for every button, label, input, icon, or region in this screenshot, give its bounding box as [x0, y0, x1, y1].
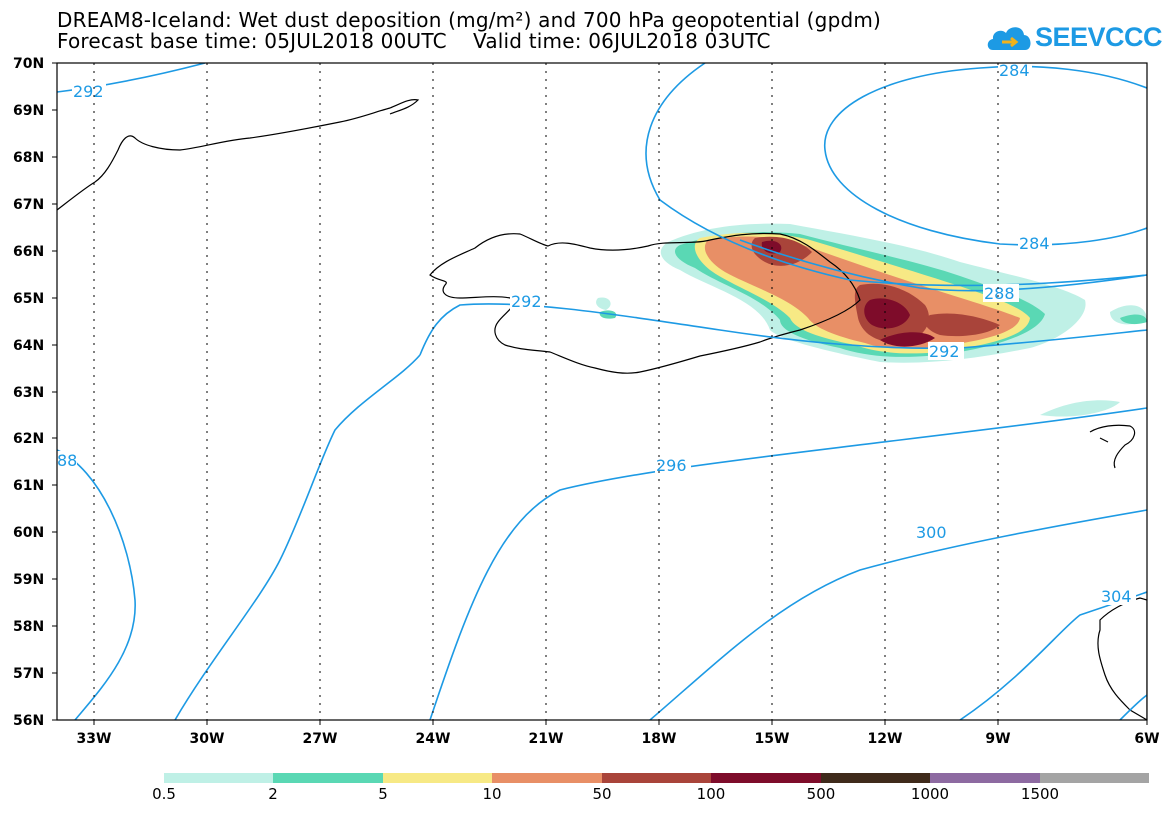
- lon-label: 21W: [529, 731, 564, 747]
- lon-label: 9W: [985, 731, 1010, 747]
- longitude-axis: 33W 30W 27W 24W 21W 18W 15W 12W 9W 6W: [77, 720, 1160, 747]
- colorbar-swatch: [273, 773, 383, 783]
- lon-label: 33W: [77, 731, 112, 747]
- lat-label: 61N: [13, 478, 44, 494]
- greenland-coastline: [57, 99, 420, 211]
- graticule: [93, 63, 999, 720]
- colorbar-label: 2: [268, 785, 278, 803]
- contour-label: 284: [999, 61, 1030, 80]
- lat-label: 58N: [13, 619, 44, 635]
- colorbar-label: 10: [482, 785, 502, 803]
- contour-label: 296: [656, 456, 687, 475]
- lat-label: 67N: [13, 197, 44, 213]
- lon-label: 12W: [868, 731, 903, 747]
- colorbar-label: 500: [806, 785, 836, 803]
- contour-label: 292: [73, 82, 104, 101]
- colorbar-swatch: [930, 773, 1040, 783]
- colorbar-swatch: [1040, 773, 1149, 783]
- lat-label: 70N: [13, 56, 44, 72]
- colorbar-label: 1000: [910, 785, 950, 803]
- lat-label: 69N: [13, 103, 44, 119]
- contour-label: 304: [1101, 587, 1132, 606]
- contour-292-mid: [419, 303, 1147, 356]
- lat-label: 64N: [13, 338, 44, 354]
- dust-deposition-shading: [596, 223, 1147, 417]
- contour-292-north: [57, 63, 206, 93]
- contour-label: 288: [984, 284, 1015, 303]
- colorbar-swatch: [164, 773, 273, 783]
- contour-288-west: [57, 449, 136, 720]
- lat-label: 68N: [13, 150, 44, 166]
- colorbar-label: 5: [378, 785, 388, 803]
- contour-300: [649, 509, 1147, 720]
- lat-label: 65N: [13, 291, 44, 307]
- colorbar-swatch: [711, 773, 821, 783]
- lon-label: 27W: [303, 731, 338, 747]
- latitude-axis: 70N 69N 68N 67N 66N 65N 64N 63N 62N 61N …: [13, 56, 57, 729]
- lat-label: 66N: [13, 244, 44, 260]
- contour-label: 292: [929, 342, 960, 361]
- colorbar-label: 50: [592, 785, 612, 803]
- colorbar-swatch: [821, 773, 930, 783]
- plot-area: [57, 63, 1147, 720]
- contour-label: 88: [57, 451, 77, 470]
- lon-label: 18W: [642, 731, 677, 747]
- lat-label: 56N: [13, 713, 44, 729]
- seevccc-logo-text: SEEVCCC: [1035, 22, 1163, 52]
- lat-label: 59N: [13, 572, 44, 588]
- lon-label: 24W: [416, 731, 451, 747]
- lat-label: 57N: [13, 666, 44, 682]
- map-subtitle: Forecast base time: 05JUL2018 00UTC Vali…: [57, 29, 771, 53]
- lon-label: 30W: [190, 731, 225, 747]
- contour-label: 300: [916, 523, 947, 542]
- colorbar-swatch: [383, 773, 492, 783]
- contour-292-south: [174, 354, 421, 720]
- lon-label: 15W: [755, 731, 790, 747]
- contour-288: [739, 239, 1147, 292]
- colorbar-label: 0.5: [152, 785, 176, 803]
- contour-label: 284: [1019, 234, 1050, 253]
- lat-label: 63N: [13, 385, 44, 401]
- dust-area-50: [751, 236, 1000, 343]
- seevccc-logo: [985, 18, 1160, 58]
- lat-label: 62N: [13, 431, 44, 447]
- faroe-coastline: [1089, 424, 1136, 469]
- lat-label: 60N: [13, 525, 44, 541]
- contour-label: 292: [511, 292, 542, 311]
- contour-labels: 292 284 284 292 288 292 88 296 300 304: [57, 61, 1136, 606]
- lon-label: 6W: [1134, 731, 1159, 747]
- contour-296: [429, 407, 1147, 720]
- contour-308: [1119, 694, 1147, 720]
- colorbar-label: 1500: [1020, 785, 1060, 803]
- colorbar-swatch: [602, 773, 711, 783]
- iceland-coastline: [429, 232, 861, 374]
- dust-area-100: [761, 240, 935, 347]
- dust-area-patch: [596, 297, 1147, 417]
- colorbar-swatch: [492, 773, 602, 783]
- cloud-icon: [987, 27, 1031, 50]
- map-title: DREAM8-Iceland: Wet dust deposition (mg/…: [57, 8, 882, 32]
- colorbar-label: 100: [696, 785, 726, 803]
